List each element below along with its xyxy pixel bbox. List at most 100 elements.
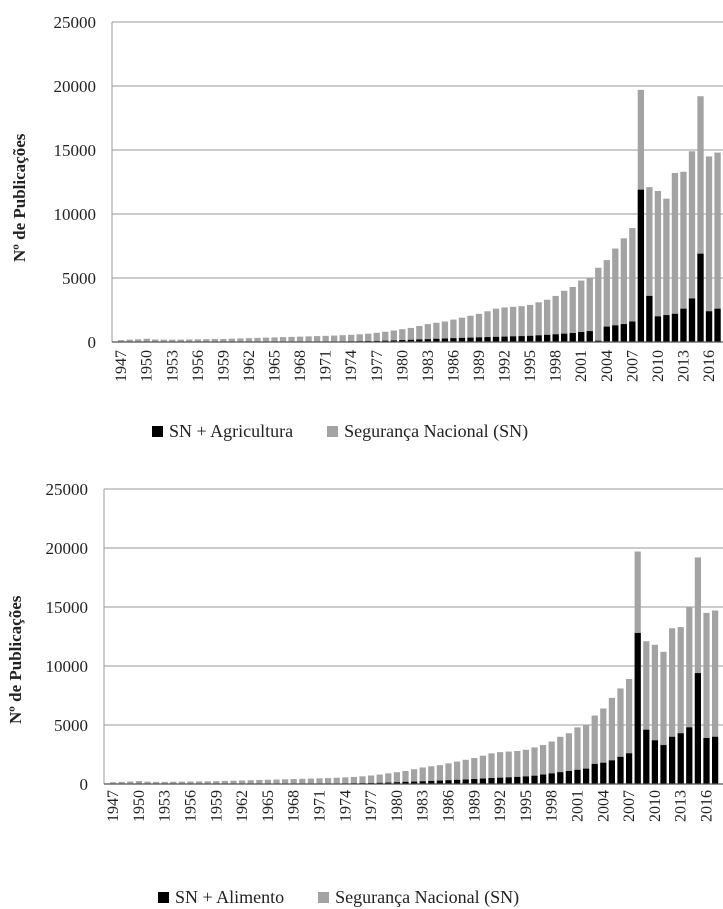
bar-sn <box>307 778 314 784</box>
bar-sn <box>651 644 658 784</box>
bar-sn <box>518 306 525 342</box>
bar-subset <box>578 332 585 342</box>
bar-subset <box>501 336 508 342</box>
legend-item: Segurança Nacional (SN) <box>327 421 528 442</box>
bar-subset <box>612 325 619 342</box>
y-tick-label: 25000 <box>54 13 97 32</box>
bar-subset <box>660 745 667 784</box>
bar-subset <box>514 776 521 784</box>
y-axis-label: Nº de Publicações <box>10 133 29 262</box>
bar-sn <box>497 752 504 784</box>
bar-sn <box>153 781 160 784</box>
bar-sn <box>331 335 338 342</box>
bar-subset <box>445 780 452 784</box>
bar-sn <box>629 228 636 342</box>
bar-sn <box>316 778 323 784</box>
x-tick-label: 1995 <box>522 350 539 382</box>
x-tick-label: 1989 <box>466 790 483 822</box>
bar-sn <box>643 641 650 784</box>
bar-sn <box>505 751 512 784</box>
bar-subset <box>583 768 590 784</box>
bar-subset <box>686 727 693 784</box>
bar-sn <box>126 339 133 342</box>
bar-sn <box>204 781 211 784</box>
bar-sn <box>135 781 142 784</box>
bar-subset <box>475 337 483 342</box>
legend-label: Segurança Nacional (SN) <box>335 887 520 907</box>
bar-subset <box>552 334 559 342</box>
bar-sn <box>712 610 719 784</box>
bar-subset <box>526 335 534 342</box>
bar-subset <box>626 753 633 784</box>
bar-sn <box>356 334 363 342</box>
legend: SN + Agricultura Segurança Nacional (SN) <box>152 421 562 442</box>
bar-subset <box>402 781 409 784</box>
bar-sn <box>187 781 194 784</box>
bar-subset <box>540 774 547 784</box>
bar-subset <box>705 311 713 342</box>
legend-label: Segurança Nacional (SN) <box>344 421 529 441</box>
bar-sn <box>428 766 435 784</box>
x-tick-label: 2001 <box>570 790 587 822</box>
bar-subset <box>600 762 607 784</box>
y-tick-label: 15000 <box>54 141 97 160</box>
bar-subset <box>544 334 551 342</box>
bar-sn <box>578 280 585 342</box>
bar-subset <box>697 253 704 342</box>
x-tick-label: 1947 <box>113 350 130 382</box>
bar-sn <box>127 781 134 784</box>
x-tick-label: 1998 <box>544 790 561 822</box>
bar-sn <box>402 771 409 784</box>
bar-subset <box>591 763 598 784</box>
bar-sn <box>213 781 220 784</box>
bar-subset <box>479 778 486 784</box>
bar-sn <box>220 338 227 342</box>
chart-plot: 0 5000 10000 15000 20000 25000 1947 1950 1953 195… <box>54 13 723 382</box>
bar-sn <box>680 171 687 342</box>
bar-sn <box>608 697 615 784</box>
bar-sn <box>686 607 693 784</box>
legend-item: SN + Alimento <box>158 887 284 908</box>
x-tick-label: 1992 <box>497 350 514 382</box>
legend-item: SN + Agricultura <box>152 421 293 442</box>
bar-sn <box>540 745 547 784</box>
bar-subset <box>561 333 568 342</box>
x-tick-label: 1950 <box>139 350 156 382</box>
bar-sn <box>565 733 572 784</box>
bar-sn <box>239 780 246 784</box>
bar-sn <box>522 749 529 784</box>
bar-sn <box>373 332 380 342</box>
bar-sn <box>617 688 624 784</box>
bar-sn <box>612 248 619 342</box>
bar-subset <box>595 340 602 342</box>
bar-sn <box>264 779 271 784</box>
x-tick-label: 1962 <box>241 350 258 382</box>
bar-sn <box>671 173 679 342</box>
bar-sn <box>110 782 117 784</box>
bar-sn <box>135 339 142 342</box>
x-tick-label: 2016 <box>701 350 718 382</box>
bar-sn <box>488 753 495 784</box>
bar-subset <box>586 331 593 342</box>
bar-sn <box>279 337 287 342</box>
bar-sn <box>445 763 452 784</box>
bar-sn <box>561 290 568 342</box>
bar-subset <box>535 335 542 342</box>
bar-sn <box>450 319 457 342</box>
bar-sn <box>254 337 261 342</box>
x-tick-label: 1953 <box>157 790 174 822</box>
bar-sn <box>390 330 397 342</box>
bar-sn <box>177 339 184 342</box>
bar-subset <box>569 333 576 342</box>
bar-subset <box>557 772 564 784</box>
bar-subset <box>419 781 426 784</box>
bar-sn <box>694 557 701 784</box>
bar-sn <box>586 278 593 342</box>
x-tick-label: 1992 <box>492 790 509 822</box>
bar-sn <box>436 765 443 784</box>
bar-sn <box>626 678 633 784</box>
bar-sn <box>161 781 168 784</box>
x-tick-label: 1974 <box>337 790 354 822</box>
x-tick-label: 1968 <box>292 350 309 382</box>
x-tick-label: 1962 <box>234 790 251 822</box>
